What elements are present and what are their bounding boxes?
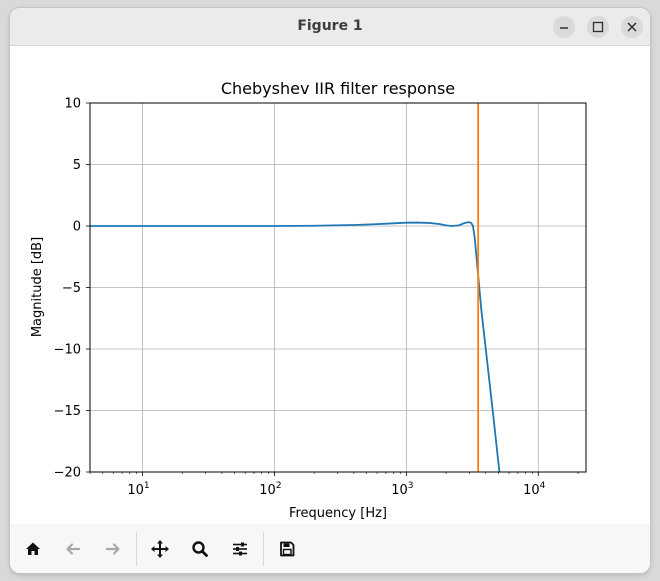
move-icon [151, 540, 169, 558]
y-tick-label: −15 [54, 404, 81, 419]
figure-window: Figure 1 101 102 103 104 10 5 0 −5 −10 −15 −20 Che… [10, 8, 650, 573]
x-tick-label: 101 [127, 481, 149, 498]
y-tick-label: −20 [54, 466, 81, 481]
pan-button[interactable] [148, 537, 172, 561]
back-arrow-icon [66, 543, 81, 555]
response-line [90, 221, 501, 472]
y-tick-label: 5 [73, 158, 81, 173]
chart-title: Chebyshev IIR filter response [221, 79, 455, 98]
y-axis-label: Magnitude [dB] [30, 237, 45, 337]
maximize-icon [592, 21, 604, 33]
y-tick-label: 0 [73, 220, 81, 235]
x-tick-label: 103 [391, 481, 413, 498]
save-button[interactable] [275, 537, 299, 561]
toolbar [10, 524, 650, 573]
toolbar-separator [136, 532, 137, 566]
home-icon [26, 542, 40, 555]
minimize-icon [560, 27, 568, 29]
forward-button[interactable] [101, 537, 125, 561]
x-tick-label: 102 [259, 481, 281, 498]
zoom-icon [192, 541, 208, 557]
grid [90, 102, 586, 473]
back-button[interactable] [61, 537, 85, 561]
save-icon [280, 541, 295, 557]
title-bar: Figure 1 [10, 8, 650, 46]
toolbar-separator [263, 532, 264, 566]
y-tick-label: −10 [54, 343, 81, 358]
close-button[interactable] [621, 16, 643, 38]
zoom-button[interactable] [188, 537, 212, 561]
x-axis-label: Frequency [Hz] [289, 506, 387, 521]
plot-canvas[interactable]: 101 102 103 104 10 5 0 −5 −10 −15 −20 Chebyshev II… [10, 46, 650, 524]
x-tick-label: 104 [523, 481, 546, 498]
configure-button[interactable] [228, 537, 252, 561]
y-tick-label: −5 [62, 281, 81, 296]
forward-arrow-icon [105, 543, 120, 555]
y-tick-label: 10 [64, 97, 81, 112]
minimize-button[interactable] [553, 16, 575, 38]
sliders-icon [233, 542, 247, 556]
window-title: Figure 1 [297, 18, 363, 34]
home-button[interactable] [21, 537, 45, 561]
maximize-button[interactable] [587, 16, 609, 38]
series [90, 103, 501, 472]
close-icon [627, 22, 637, 32]
